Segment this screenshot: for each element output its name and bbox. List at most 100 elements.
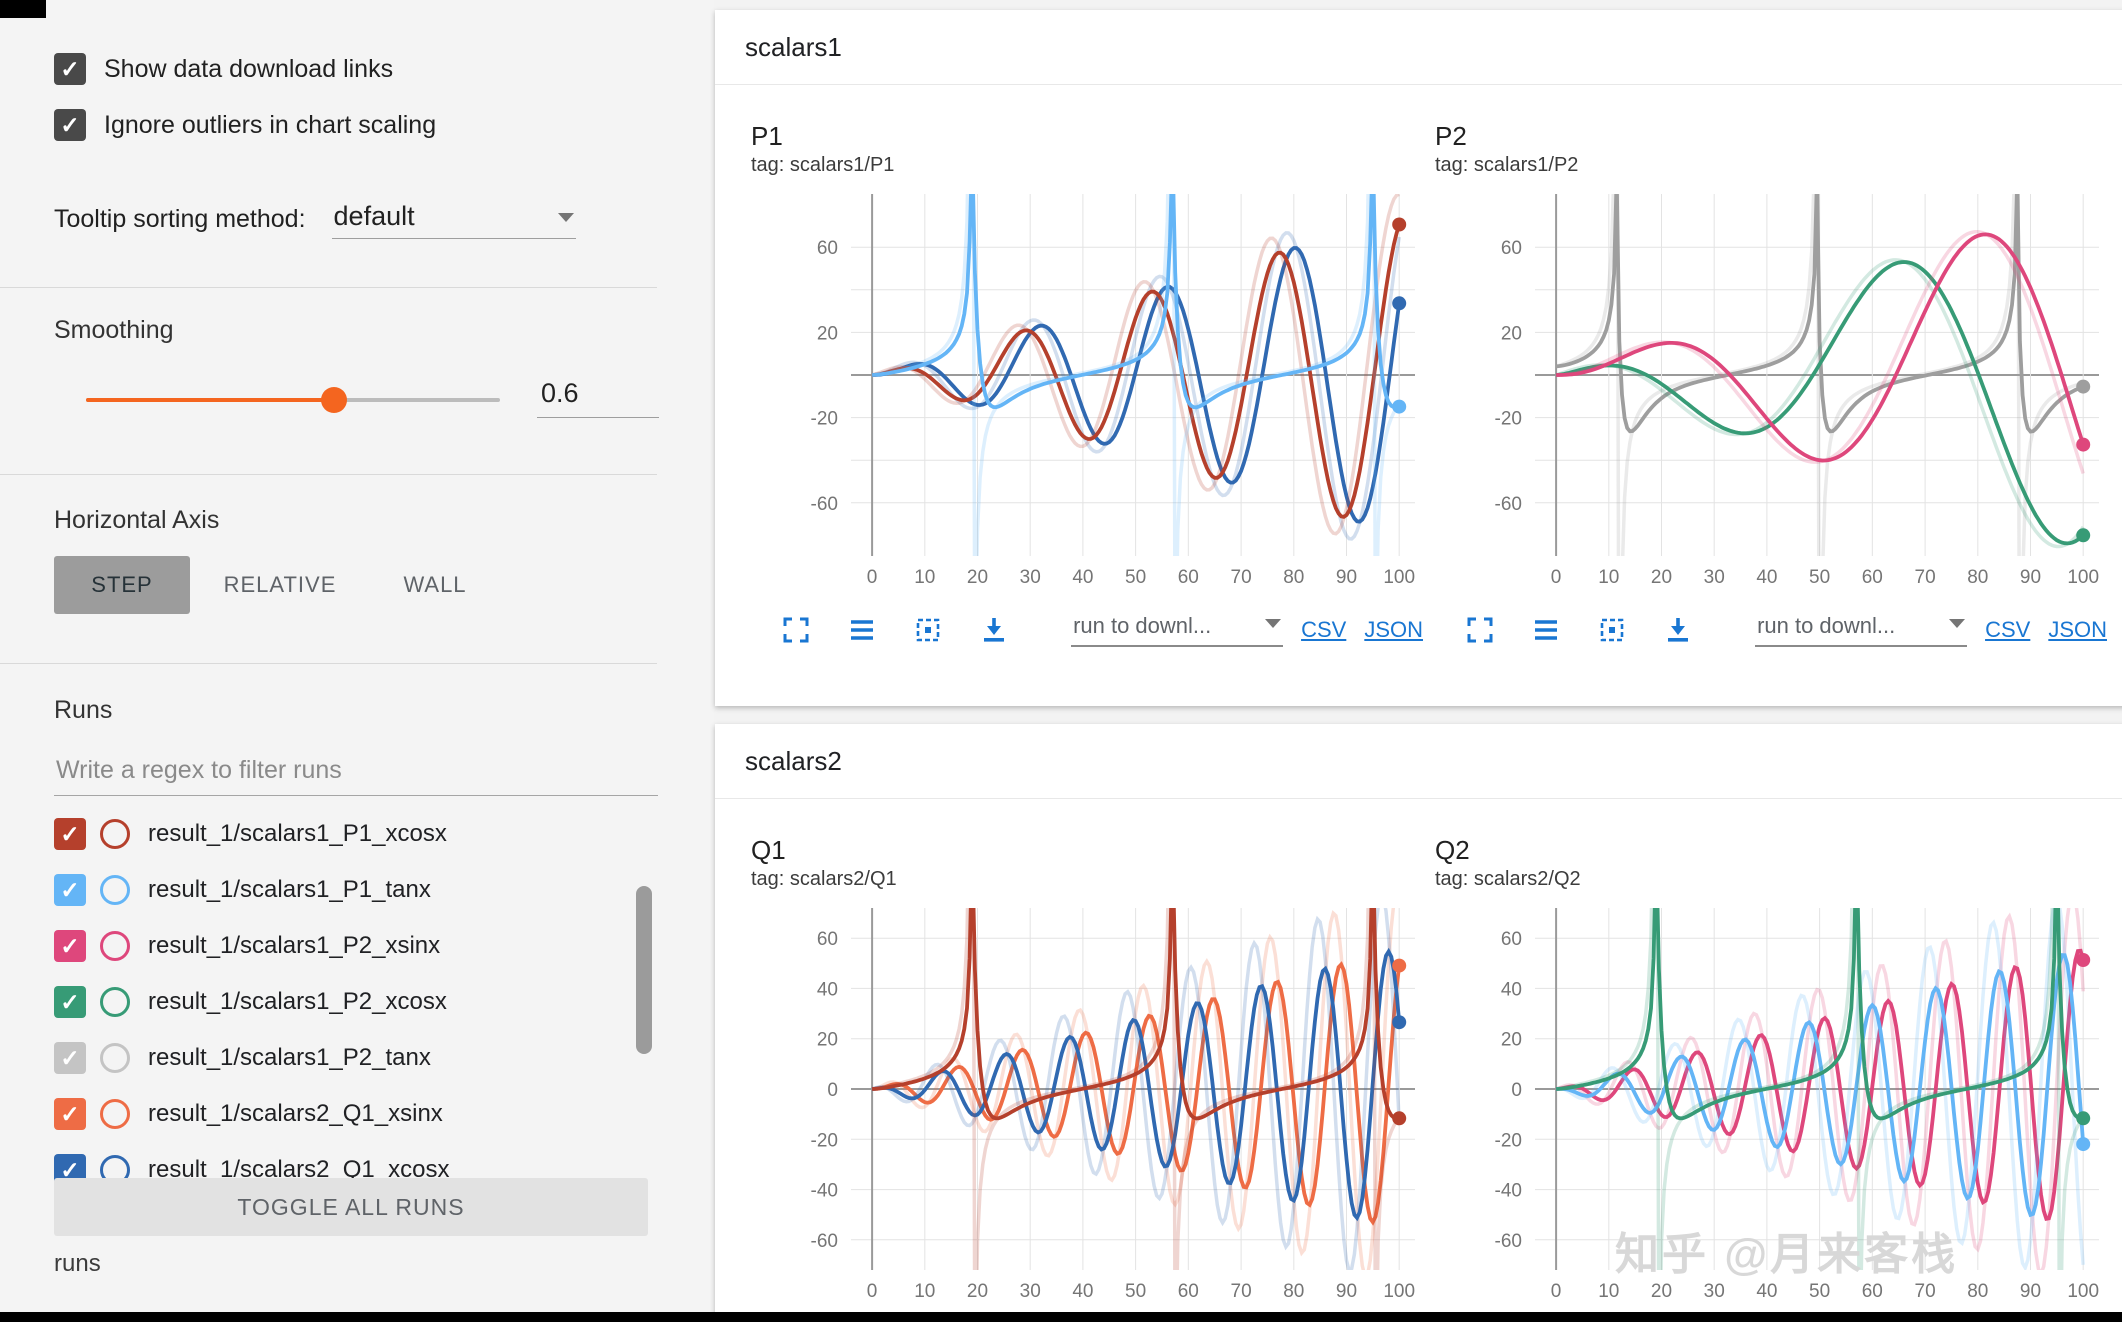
svg-text:20: 20: [967, 567, 988, 588]
run-checkbox[interactable]: [54, 874, 86, 906]
svg-text:0: 0: [827, 1080, 838, 1101]
run-color-circle[interactable]: [100, 875, 130, 905]
svg-text:70: 70: [1915, 567, 1936, 588]
run-checkbox[interactable]: [54, 818, 86, 850]
svg-text:0: 0: [867, 567, 878, 588]
slider-fill: [86, 398, 334, 402]
smoothing-slider[interactable]: [86, 386, 500, 414]
relative-axis-button[interactable]: RELATIVE: [223, 572, 337, 597]
settings-sidebar: Show data download links Ignore outliers…: [0, 0, 714, 1322]
section-header-scalars2[interactable]: scalars2: [715, 724, 2122, 799]
svg-text:20: 20: [817, 323, 838, 344]
show-download-links-row: Show data download links: [54, 47, 393, 91]
run-download-selector[interactable]: run to downl...: [1755, 613, 1968, 647]
svg-text:60: 60: [817, 929, 838, 950]
csv-download-link[interactable]: CSV: [1985, 617, 2031, 642]
svg-text:-20: -20: [1495, 1130, 1522, 1151]
svg-text:10: 10: [914, 567, 935, 588]
chart-tag: tag: scalars2/Q2: [1435, 868, 1581, 890]
run-list: result_1/scalars1_P1_xcosx result_1/scal…: [54, 812, 654, 1184]
svg-text:40: 40: [1756, 1281, 1777, 1302]
chart-tag: tag: scalars1/P2: [1435, 154, 1579, 176]
run-label: result_1/scalars1_P1_tanx: [148, 876, 431, 903]
line-chart-q1[interactable]: 0 10 20 30 40 50 60 70 80 90 100 60 40 20 0 -20 -40 -60: [751, 898, 1427, 1306]
svg-text:80: 80: [1967, 1281, 1988, 1302]
run-color-circle[interactable]: [100, 987, 130, 1017]
svg-text:0: 0: [867, 1281, 878, 1302]
chart-card-q2: Q2 tag: scalars2/Q2 0 10 20 30 40 50 60 70 80 90 1…: [1435, 834, 2115, 1306]
svg-text:-20: -20: [811, 409, 838, 430]
smoothing-label: Smoothing: [54, 316, 174, 344]
lines-icon[interactable]: [1531, 615, 1561, 645]
run-color-circle[interactable]: [100, 931, 130, 961]
svg-text:60: 60: [1178, 1281, 1199, 1302]
fullscreen-icon[interactable]: [1465, 615, 1495, 645]
svg-text:60: 60: [1501, 238, 1522, 259]
run-checkbox[interactable]: [54, 986, 86, 1018]
chart-card-p2: P2 tag: scalars1/P2 0 10 20 30 40 50 60 70 80 90 1…: [1435, 120, 2115, 654]
fit-domain-icon[interactable]: [1597, 615, 1627, 645]
run-list-item: result_1/scalars1_P2_xcosx: [54, 980, 447, 1024]
json-download-link[interactable]: JSON: [2048, 617, 2107, 642]
svg-text:70: 70: [1915, 1281, 1936, 1302]
tooltip-sorting-row: Tooltip sorting method: default: [54, 193, 576, 245]
line-chart-p1[interactable]: 0 10 20 30 40 50 60 70 80 90 100 60 20 -20 -60: [751, 184, 1427, 592]
line-chart-p2[interactable]: 0 10 20 30 40 50 60 70 80 90 100 60 20 -20 -60: [1435, 184, 2111, 592]
fit-domain-icon[interactable]: [913, 615, 943, 645]
download-controls: run to downl... CSV JSON: [1071, 613, 1431, 647]
svg-text:60: 60: [1862, 567, 1883, 588]
run-checkbox[interactable]: [54, 1042, 86, 1074]
svg-text:100: 100: [2067, 1281, 2099, 1302]
tooltip-sorting-select[interactable]: default: [331, 199, 576, 239]
horizontal-axis-label: Horizontal Axis: [54, 506, 220, 534]
run-filter-input[interactable]: [54, 752, 658, 796]
ignore-outliers-label: Ignore outliers in chart scaling: [104, 110, 437, 139]
svg-text:20: 20: [1651, 1281, 1672, 1302]
toggle-all-runs-button[interactable]: TOGGLE ALL RUNS: [54, 1178, 648, 1236]
line-chart-q2[interactable]: 0 10 20 30 40 50 60 70 80 90 100 60 40 20 0 -20 -40 -60: [1435, 898, 2111, 1306]
chart-title: Q1: [751, 835, 786, 865]
run-list-item: result_1/scalars1_P1_tanx: [54, 868, 431, 912]
show-download-links-checkbox[interactable]: [54, 53, 86, 85]
run-checkbox[interactable]: [54, 930, 86, 962]
watermark-text: 知乎 @月来客栈: [1615, 1230, 1959, 1279]
svg-text:70: 70: [1231, 1281, 1252, 1302]
fullscreen-icon[interactable]: [781, 615, 811, 645]
svg-text:50: 50: [1809, 1281, 1830, 1302]
svg-text:10: 10: [1598, 567, 1619, 588]
svg-text:40: 40: [817, 979, 838, 1000]
svg-text:-60: -60: [811, 494, 838, 515]
chart-card-p1: P1 tag: scalars1/P1 0 10 20 30 40 50 60 70 80 90 1…: [751, 120, 1431, 654]
run-label: result_1/scalars1_P1_xcosx: [148, 820, 447, 847]
run-checkbox[interactable]: [54, 1098, 86, 1130]
download-icon[interactable]: [979, 615, 1009, 645]
ignore-outliers-checkbox[interactable]: [54, 109, 86, 141]
lines-icon[interactable]: [847, 615, 877, 645]
svg-text:20: 20: [967, 1281, 988, 1302]
svg-text:0: 0: [1511, 1080, 1522, 1101]
run-list-scrollbar[interactable]: [636, 886, 652, 1054]
svg-text:0: 0: [1551, 1281, 1562, 1302]
svg-text:100: 100: [1383, 567, 1415, 588]
divider: [0, 287, 657, 288]
section-card-scalars1: scalars1 P1 tag: scalars1/P1 0 10 20 30 40 50…: [715, 10, 2122, 706]
section-header-scalars1[interactable]: scalars1: [715, 10, 2122, 85]
step-axis-button[interactable]: STEP: [54, 556, 190, 614]
smoothing-slider-thumb[interactable]: [321, 387, 347, 413]
run-color-circle[interactable]: [100, 1099, 130, 1129]
download-icon[interactable]: [1663, 615, 1693, 645]
csv-download-link[interactable]: CSV: [1301, 617, 1347, 642]
run-color-circle[interactable]: [100, 819, 130, 849]
run-download-selector[interactable]: run to downl...: [1071, 613, 1284, 647]
run-list-item: result_1/scalars1_P1_xcosx: [54, 812, 447, 856]
svg-text:-20: -20: [1495, 409, 1522, 430]
chevron-down-icon: [557, 213, 574, 222]
svg-text:50: 50: [1125, 567, 1146, 588]
run-list-item: result_1/scalars1_P2_tanx: [54, 1036, 431, 1080]
json-download-link[interactable]: JSON: [1364, 617, 1423, 642]
svg-text:-40: -40: [811, 1181, 838, 1202]
tooltip-sorting-value: default: [333, 201, 415, 231]
wall-axis-button[interactable]: WALL: [403, 572, 467, 597]
run-color-circle[interactable]: [100, 1043, 130, 1073]
smoothing-value-input[interactable]: 0.6: [537, 378, 659, 418]
